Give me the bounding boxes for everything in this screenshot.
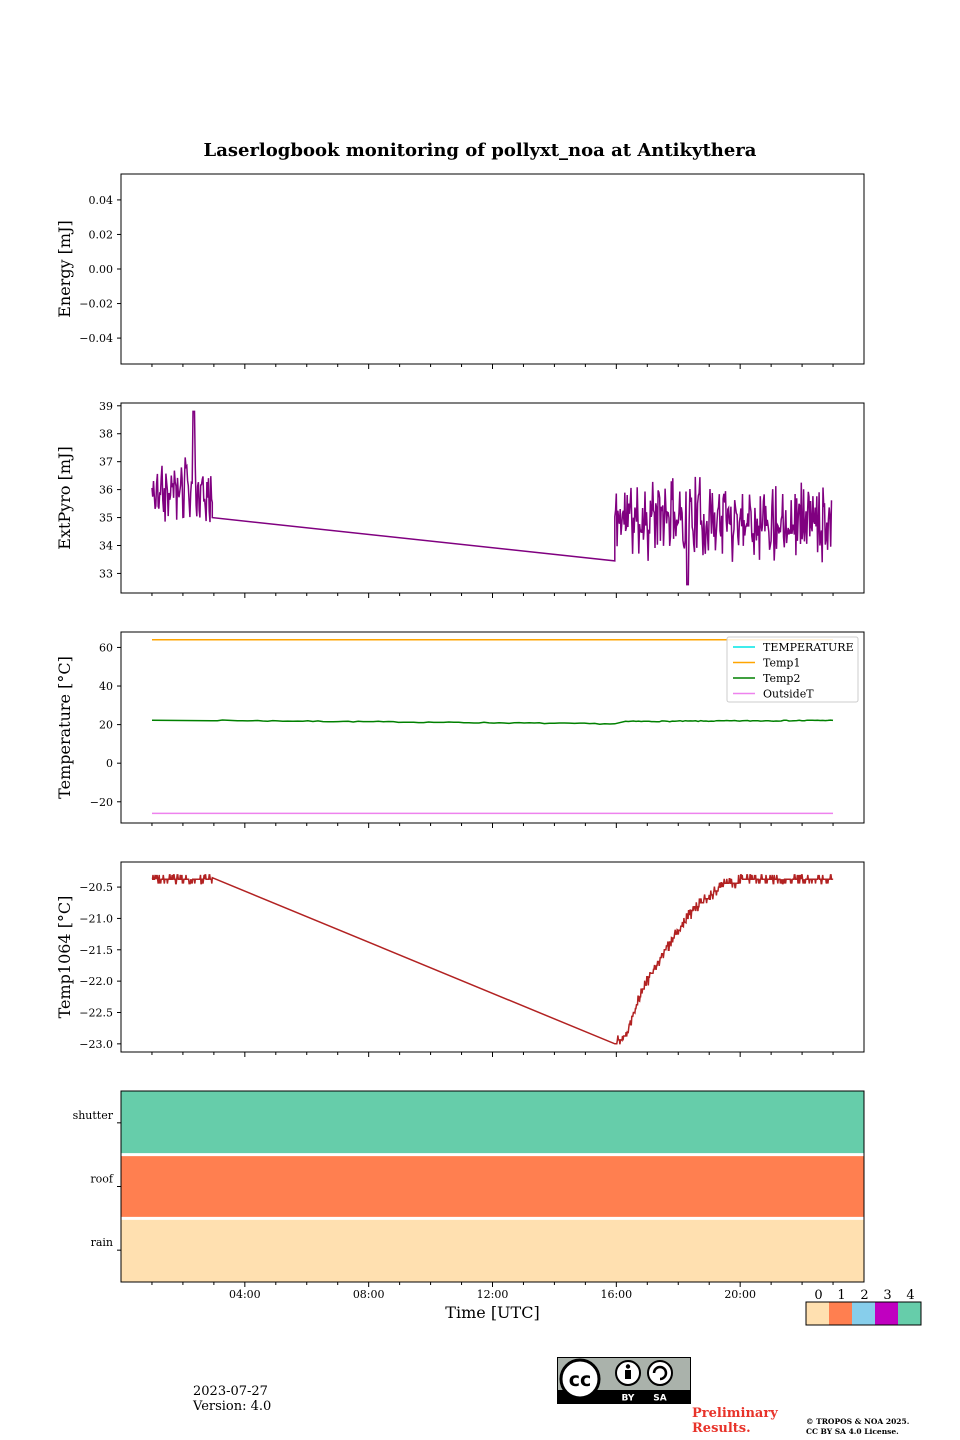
y-tick-label: 60 [99,641,113,654]
axes-frame-1 [120,402,865,594]
axes-frame-3 [120,861,865,1053]
preliminary-results-note: Preliminary Results. [692,1406,778,1436]
status-row-label: roof [90,1173,114,1186]
y-tick-label: 39 [99,400,113,413]
colorbar-label: 3 [883,1288,891,1303]
by-label: BY [622,1394,635,1404]
date-version-block: 2023-07-27 Version: 4.0 [193,1384,271,1414]
y-axis-label: ExtPyro [mJ] [55,446,74,549]
y-tick-label: 0.00 [89,263,114,276]
status-row-label: rain [91,1236,113,1249]
legend-label: Temp1 [763,657,800,670]
y-tick-label: −21.5 [79,944,113,957]
y-axis-label: Temperature [°C] [55,656,74,799]
colorbar-cell-2 [852,1302,875,1325]
y-tick-label: 33 [99,567,113,580]
y-tick-label: 0 [106,757,113,770]
y-tick-label: 0.04 [89,194,114,207]
status-band-shutter [121,1091,864,1155]
x-axis-label: Time [UTC] [445,1303,539,1322]
colorbar-label: 4 [906,1288,914,1303]
extpyro-series-line [151,410,833,586]
y-tick-label: −20.5 [79,881,113,894]
y-tick-label: −22.5 [79,1006,113,1019]
version-text: Version: 4.0 [193,1399,272,1414]
y-axis-label: Energy [mJ] [55,220,74,318]
status-band-rain [121,1218,864,1282]
date-text: 2023-07-27 [193,1384,268,1399]
page-title: Laserlogbook monitoring of pollyxt_noa a… [203,140,757,161]
legend-label: OutsideT [763,688,814,701]
colorbar-frame [805,1301,922,1326]
x-tick-label: 08:00 [353,1288,385,1301]
status-band-roof [121,1154,864,1219]
legend-label: TEMPERATURE [763,641,854,654]
axes-frame-0 [120,173,865,365]
y-tick-label: −22.0 [79,975,113,988]
x-tick-label: 04:00 [229,1288,261,1301]
y-tick-label: −21.0 [79,912,113,925]
cc-license-badge: cc BY SA [557,1357,691,1404]
sa-label: SA [653,1394,666,1404]
legend-box [726,636,859,703]
cc-icon-text: cc [569,1369,592,1391]
x-tick-label: 12:00 [477,1288,509,1301]
colorbar-cell-4 [898,1302,921,1325]
y-axis-label: Temp1064 [°C] [55,896,74,1019]
status-row-label: shutter [73,1109,114,1122]
y-tick-label: 0.02 [89,228,114,241]
cc-icon [559,1358,601,1400]
y-tick-label: 36 [99,484,113,497]
temp1064-series-line [151,874,834,1045]
y-tick-label: −0.02 [79,298,113,311]
colorbar-label: 0 [814,1288,822,1303]
y-tick-label: 37 [99,456,113,469]
copyright-note: © TROPOS & NOA 2025. CC BY SA 4.0 Licens… [806,1417,909,1437]
temp2-series-line [151,719,834,725]
y-tick-label: −23.0 [79,1038,113,1051]
copyright-line-1: © TROPOS & NOA 2025. [806,1417,910,1426]
legend-label: Temp2 [763,672,800,685]
colorbar-label: 1 [837,1288,845,1303]
y-tick-label: 40 [99,680,113,693]
y-tick-label: −20 [90,796,113,809]
y-tick-label: 20 [99,719,113,732]
y-tick-label: 35 [99,512,113,525]
colorbar-cell-0 [806,1302,829,1325]
y-tick-label: 38 [99,428,113,441]
colorbar-cell-1 [829,1302,852,1325]
y-tick-label: 34 [99,540,113,553]
copyright-line-2: CC BY SA 4.0 License. [806,1427,899,1436]
x-tick-label: 20:00 [724,1288,756,1301]
colorbar-cell-3 [875,1302,898,1325]
colorbar-label: 2 [860,1288,868,1303]
x-tick-label: 16:00 [600,1288,632,1301]
y-tick-label: −0.04 [79,332,113,345]
share-alike-icon [647,1360,673,1386]
